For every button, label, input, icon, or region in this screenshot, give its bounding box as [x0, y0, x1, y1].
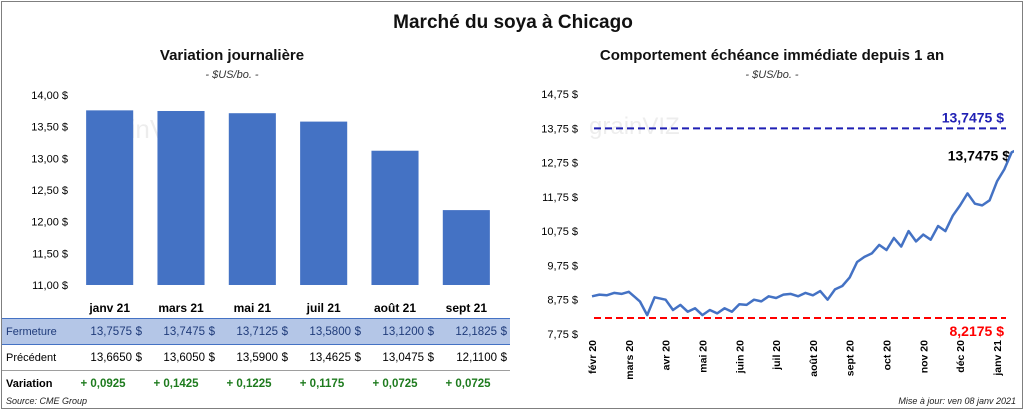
- line-x-tick-label: mars 20: [624, 340, 636, 380]
- currency-cell: $: [424, 318, 437, 345]
- line-x-tick-label: oct 20: [882, 340, 894, 371]
- currency-cell: $: [278, 318, 291, 345]
- line-chart-watermark: grainVIZ: [589, 113, 680, 140]
- currency-cell: [132, 371, 145, 397]
- bar: [228, 113, 276, 285]
- line-chart-subtitle: - $US/bo. -: [745, 69, 799, 81]
- bar: [86, 110, 134, 285]
- line-y-tick-label: 12,75 $: [541, 158, 578, 170]
- bar-x-tick-label: mai 21: [234, 301, 272, 315]
- bar: [442, 210, 490, 285]
- currency-cell: $: [424, 344, 437, 371]
- table-cell: 13,1200: [364, 318, 424, 345]
- bar-chart-title: Variation journalière: [159, 47, 305, 64]
- table-cell: 13,7575: [72, 318, 132, 345]
- bar: [300, 121, 348, 285]
- bar-x-tick-label: janv 21: [88, 301, 130, 315]
- line-x-tick-label: janv 21: [992, 340, 1004, 377]
- currency-cell: $: [205, 318, 218, 345]
- currency-cell: $: [497, 318, 510, 345]
- reference-line-label: 8,2175 $: [950, 323, 1005, 339]
- table-row-previous: Précédent 13,6650 $13,6050 $13,5900 $13,4625…: [2, 344, 510, 371]
- table-cell: + 0,1175: [299, 377, 345, 390]
- line-x-tick-label: avr 20: [661, 340, 673, 371]
- line-chart: grainVIZ 7,75 $ 8,75 $ 9,75 $ 10,75 $ 11,75 …: [541, 89, 1014, 380]
- page-title: Marché du soya à Chicago: [393, 12, 633, 33]
- row-label: Variation: [6, 377, 53, 390]
- table-cell: 13,5800: [291, 318, 351, 345]
- table-cell: 13,4625: [291, 344, 351, 371]
- row-label: Précédent: [2, 344, 72, 371]
- bar-x-tick-label: sept 21: [446, 301, 488, 315]
- line-x-tick-label: août 20: [808, 340, 820, 377]
- table-cell: + 0,0725: [445, 377, 491, 390]
- last-value-label: 13,7475 $: [948, 147, 1010, 163]
- table-cell: + 0,0925: [80, 377, 126, 390]
- line-y-tick-label: 13,75 $: [541, 123, 578, 135]
- currency-cell: [351, 371, 364, 397]
- table-cell: + 0,1425: [153, 377, 199, 390]
- currency-cell: $: [205, 344, 218, 371]
- currency-cell: [278, 371, 291, 397]
- table-cell: + 0,1225: [226, 377, 272, 390]
- table-cell: 12,1825: [437, 318, 497, 345]
- bar-x-tick-label: mars 21: [158, 301, 204, 315]
- table-cell: + 0,0725: [372, 377, 418, 390]
- line-y-tick-label: 7,75 $: [547, 329, 578, 341]
- bar: [157, 110, 205, 285]
- currency-cell: [205, 371, 218, 397]
- line-x-tick-label: sept 20: [845, 340, 857, 376]
- line-y-tick-label: 14,75 $: [541, 89, 578, 101]
- table-cell: 13,6650: [72, 344, 132, 371]
- price-series-line: [591, 149, 1014, 317]
- reference-line-label: 13,7475 $: [942, 109, 1004, 125]
- table-cell: 13,0475: [364, 344, 424, 371]
- line-x-tick-label: déc 20: [955, 340, 967, 373]
- line-x-tick-label: juil 20: [771, 340, 783, 371]
- currency-cell: $: [132, 318, 145, 345]
- bar: [371, 150, 419, 285]
- source-note: Source: CME Group: [6, 396, 88, 406]
- line-x-tick-label: mai 20: [697, 340, 709, 373]
- bar-y-tick-label: 12,50 $: [31, 185, 68, 197]
- line-chart-title: Comportement échéance immédiate depuis 1…: [599, 47, 945, 64]
- line-y-tick-label: 11,75 $: [542, 192, 578, 204]
- line-y-tick-label: 8,75 $: [547, 295, 578, 307]
- table-cell: 12,1100: [437, 344, 497, 371]
- currency-cell: $: [497, 344, 510, 371]
- bar-chart-subtitle: - $US/bo. -: [205, 69, 259, 81]
- bar-y-tick-label: 11,00 $: [32, 280, 68, 292]
- bar-y-tick-label: 14,00 $: [31, 90, 68, 102]
- bar-chart: grainVIZ 11,00 $11,50 $12,00 $12,50 $13,…: [31, 90, 490, 315]
- update-note: Mise à jour: ven 08 janv 2021: [898, 396, 1016, 406]
- bar-x-tick-label: août 21: [374, 301, 416, 315]
- currency-cell: $: [351, 318, 364, 345]
- bar-y-tick-label: 13,00 $: [31, 153, 68, 165]
- bar-y-tick-label: 12,00 $: [31, 217, 68, 229]
- currency-cell: [497, 371, 510, 397]
- currency-cell: [424, 371, 437, 397]
- table-cell: 13,5900: [218, 344, 278, 371]
- table-cell: 13,6050: [145, 344, 205, 371]
- table-row-close: Fermeture 13,7575 $13,7475 $13,7125 $13,5800…: [2, 318, 510, 345]
- table-row-variation: Variation + 0,0925 + 0,1425 + 0,1225 + 0,117…: [2, 371, 510, 397]
- line-x-tick-label: févr 20: [587, 340, 599, 374]
- bar-x-tick-label: juil 21: [306, 301, 341, 315]
- line-y-tick-label: 9,75 $: [547, 260, 578, 272]
- row-label: Fermeture: [2, 318, 72, 345]
- currency-cell: $: [351, 344, 364, 371]
- currency-cell: $: [132, 344, 145, 371]
- table-cell: 13,7125: [218, 318, 278, 345]
- currency-cell: $: [278, 344, 291, 371]
- price-table: Fermeture 13,7575 $13,7475 $13,7125 $13,5800…: [2, 318, 510, 397]
- bar-y-tick-label: 11,50 $: [32, 248, 68, 260]
- line-x-tick-label: juin 20: [734, 340, 746, 374]
- line-y-tick-label: 10,75 $: [541, 226, 578, 238]
- bar-y-tick-label: 13,50 $: [31, 122, 68, 134]
- table-cell: 13,7475: [145, 318, 205, 345]
- line-x-tick-label: nov 20: [918, 340, 930, 373]
